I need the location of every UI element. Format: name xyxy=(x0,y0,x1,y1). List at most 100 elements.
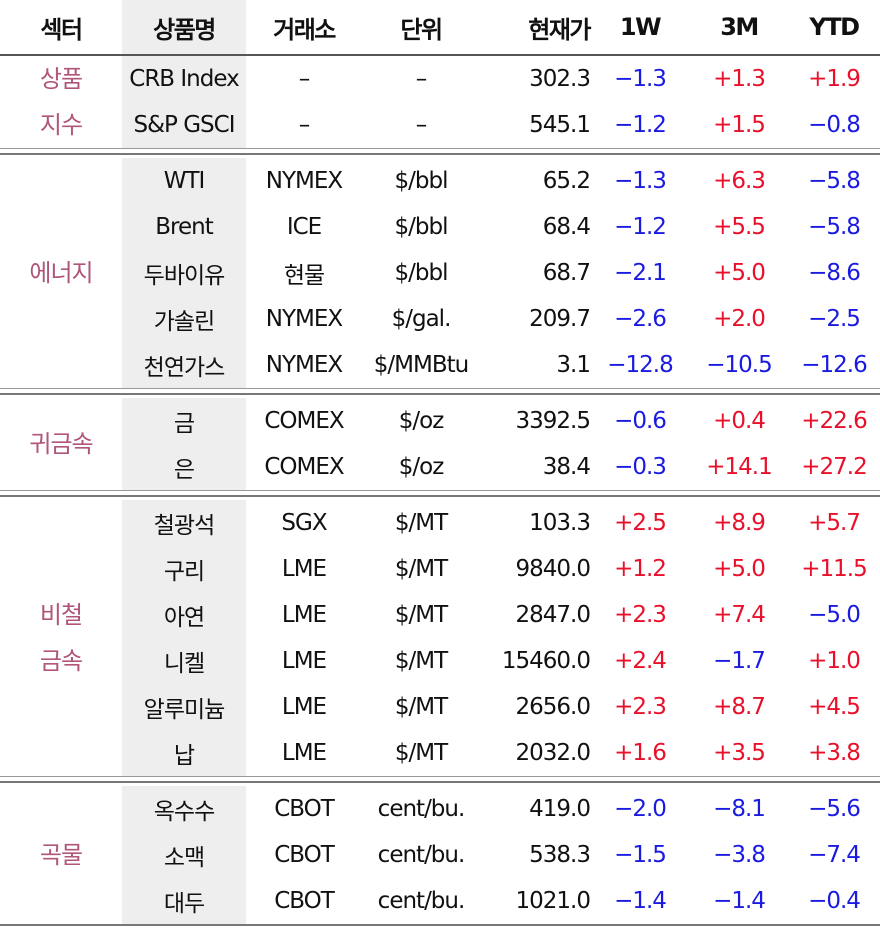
exchange-cell: – xyxy=(298,66,311,92)
change-3m-cell: −1.4 xyxy=(713,888,766,914)
group-separator xyxy=(0,490,880,497)
change-ytd-cell: −0.8 xyxy=(808,112,861,138)
table-row: CRB Index – – 302.3 −1.3 +1.3 +1.9 xyxy=(0,56,880,102)
change-1w-cell: +2.5 xyxy=(614,510,667,536)
unit-cell: cent/bu. xyxy=(377,796,466,822)
table-row: 니켈 LME $/MT 15460.0 +2.4 −1.7 +1.0 xyxy=(0,638,880,684)
table-row: 옥수수 CBOT cent/bu. 419.0 −2.0 −8.1 −5.6 xyxy=(0,786,880,832)
change-3m-cell: −1.7 xyxy=(713,648,766,674)
change-1w-cell: −1.3 xyxy=(614,66,667,92)
change-3m-cell: +2.0 xyxy=(713,306,766,332)
change-ytd-cell: +3.8 xyxy=(808,740,861,766)
table-row: WTI NYMEX $/bbl 65.2 −1.3 +6.3 −5.8 xyxy=(0,158,880,204)
table-bottom-rule xyxy=(0,924,880,926)
header-product: 상품명 xyxy=(153,15,216,44)
product-cell: S&P GSCI xyxy=(133,112,236,138)
sector-label-line: 비철 xyxy=(39,601,83,629)
price-cell: 209.7 xyxy=(529,306,591,332)
sector-label-line: 지수 xyxy=(39,111,83,139)
price-cell: 1021.0 xyxy=(515,888,591,914)
unit-cell: $/gal. xyxy=(391,306,452,332)
unit-cell: $/bbl xyxy=(394,260,449,286)
unit-cell: $/MT xyxy=(394,694,448,720)
unit-cell: cent/bu. xyxy=(377,842,466,868)
change-ytd-cell: +1.9 xyxy=(808,66,861,92)
unit-cell: $/MT xyxy=(394,556,448,582)
change-ytd-cell: −2.5 xyxy=(808,306,861,332)
group-separator xyxy=(0,388,880,395)
exchange-cell: LME xyxy=(281,556,327,582)
exchange-cell: 현물 xyxy=(283,263,325,289)
exchange-cell: NYMEX xyxy=(265,306,343,332)
change-3m-cell: +1.5 xyxy=(713,112,766,138)
change-1w-cell: +1.2 xyxy=(614,556,667,582)
sector-group: 곡물 옥수수 CBOT cent/bu. 419.0 −2.0 −8.1 −5.6 소맥 CBOT… xyxy=(0,786,880,924)
change-1w-cell: −1.2 xyxy=(614,112,667,138)
table-row: 아연 LME $/MT 2847.0 +2.3 +7.4 −5.0 xyxy=(0,592,880,638)
group-separator xyxy=(0,148,880,155)
unit-cell: $/bbl xyxy=(394,168,449,194)
unit-cell: $/oz xyxy=(398,454,445,480)
change-ytd-cell: +27.2 xyxy=(801,454,867,480)
sector-group: 귀금속 금 COMEX $/oz 3392.5 −0.6 +0.4 +22.6 은 COMEX $/… xyxy=(0,398,880,490)
change-1w-cell: −12.8 xyxy=(607,352,673,378)
exchange-cell: NYMEX xyxy=(265,168,343,194)
product-column-shade xyxy=(122,0,246,54)
price-cell: 38.4 xyxy=(542,454,591,480)
product-cell: 금 xyxy=(173,411,195,437)
change-3m-cell: +8.7 xyxy=(713,694,766,720)
change-ytd-cell: −12.6 xyxy=(801,352,867,378)
sector-group: 에너지 WTI NYMEX $/bbl 65.2 −1.3 +6.3 −5.8 Brent ICE… xyxy=(0,158,880,388)
product-cell: Brent xyxy=(155,214,213,240)
product-cell: 납 xyxy=(173,743,195,769)
product-cell: 옥수수 xyxy=(153,799,215,825)
product-column-shade xyxy=(122,786,246,924)
unit-cell: – xyxy=(415,112,428,138)
product-cell: CRB Index xyxy=(129,66,239,92)
change-1w-cell: −0.6 xyxy=(614,408,667,434)
change-3m-cell: +14.1 xyxy=(706,454,772,480)
table-body: 상품 지수 CRB Index – – 302.3 −1.3 +1.3 +1.9 S&P GSCI… xyxy=(0,56,880,926)
unit-cell: – xyxy=(415,66,428,92)
table-row: 가솔린 NYMEX $/gal. 209.7 −2.6 +2.0 −2.5 xyxy=(0,296,880,342)
unit-cell: $/bbl xyxy=(394,214,449,240)
product-column-shade xyxy=(122,500,246,776)
table-row: Brent ICE $/bbl 68.4 −1.2 +5.5 −5.8 xyxy=(0,204,880,250)
change-ytd-cell: −7.4 xyxy=(808,842,861,868)
exchange-cell: NYMEX xyxy=(265,352,343,378)
change-3m-cell: +6.3 xyxy=(713,168,766,194)
change-ytd-cell: −5.6 xyxy=(808,796,861,822)
exchange-cell: LME xyxy=(281,694,327,720)
change-ytd-cell: −5.8 xyxy=(808,214,861,240)
product-cell: 천연가스 xyxy=(143,355,226,381)
change-ytd-cell: +11.5 xyxy=(801,556,867,582)
table-row: 소맥 CBOT cent/bu. 538.3 −1.5 −3.8 −7.4 xyxy=(0,832,880,878)
change-ytd-cell: +5.7 xyxy=(808,510,861,536)
change-1w-cell: +2.3 xyxy=(614,694,667,720)
sector-label: 곡물 xyxy=(0,786,122,924)
sector-label-line: 귀금속 xyxy=(29,430,93,458)
price-cell: 9840.0 xyxy=(515,556,591,582)
product-column-shade xyxy=(122,158,246,388)
product-cell: 철광석 xyxy=(153,513,215,539)
header-ytd: YTD xyxy=(809,13,860,41)
price-cell: 3392.5 xyxy=(515,408,591,434)
change-1w-cell: −1.4 xyxy=(614,888,667,914)
exchange-cell: ICE xyxy=(286,214,322,240)
price-cell: 2032.0 xyxy=(515,740,591,766)
exchange-cell: LME xyxy=(281,648,327,674)
price-cell: 3.1 xyxy=(556,352,591,378)
sector-label-line: 금속 xyxy=(39,647,83,675)
exchange-cell: COMEX xyxy=(264,408,344,434)
unit-cell: $/MT xyxy=(394,510,448,536)
change-3m-cell: +5.0 xyxy=(713,556,766,582)
product-cell: 아연 xyxy=(163,605,205,631)
group-separator xyxy=(0,776,880,783)
change-1w-cell: −1.2 xyxy=(614,214,667,240)
change-3m-cell: −8.1 xyxy=(713,796,766,822)
product-cell: 가솔린 xyxy=(153,309,215,335)
product-column-shade xyxy=(122,56,246,148)
price-cell: 103.3 xyxy=(529,510,591,536)
change-3m-cell: −10.5 xyxy=(706,352,772,378)
